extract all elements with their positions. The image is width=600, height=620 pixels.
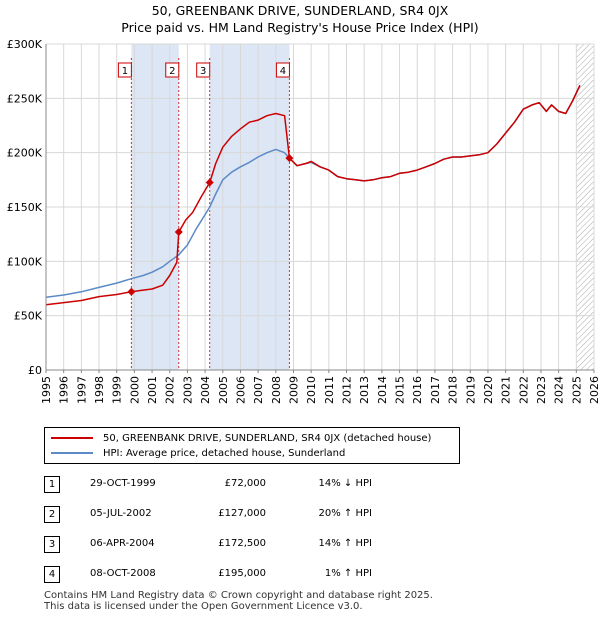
transaction-hpi: 1% ↑ HPI (324, 568, 372, 579)
transaction-point (285, 154, 294, 163)
transaction-date: 05-JUL-2002 (90, 508, 152, 519)
x-tick-label: 1995 (40, 376, 53, 404)
x-tick-label: 2025 (570, 376, 583, 404)
y-tick-label: £100K (7, 255, 43, 268)
transaction-hpi: 20% ↑ HPI (318, 508, 372, 519)
x-tick-label: 2003 (181, 376, 194, 404)
x-tick-label: 2023 (535, 376, 548, 404)
y-tick-label: £150K (7, 201, 43, 214)
x-tick-label: 2018 (447, 376, 460, 404)
hpi-line (45, 84, 581, 298)
x-tick-label: 2007 (252, 376, 265, 404)
x-tick-label: 2011 (323, 376, 336, 404)
title-line-2: Price paid vs. HM Land Registry's House … (121, 20, 479, 35)
x-tick-label: 2000 (128, 376, 141, 404)
y-tick-label: £0 (28, 364, 42, 377)
transaction-point (174, 227, 183, 236)
footer: Contains HM Land Registry data © Crown c… (44, 590, 433, 612)
transaction-number: 1 (44, 476, 60, 493)
x-tick-label: 1997 (75, 376, 88, 404)
footer-line-1: Contains HM Land Registry data © Crown c… (44, 590, 433, 601)
transaction-label: 2 (169, 66, 175, 77)
x-tick-label: 1999 (111, 376, 124, 404)
transaction-point (205, 178, 214, 187)
transaction-label-box (196, 62, 211, 78)
transaction-row: 3 06-APR-2004 £172,500 14% ↑ HPI (44, 536, 464, 553)
transaction-hpi: 14% ↑ HPI (318, 538, 372, 549)
x-tick-label: 2005 (217, 376, 230, 404)
x-tick-label: 2020 (482, 376, 495, 404)
transaction-date: 06-APR-2004 (90, 538, 155, 549)
x-tick-label: 2017 (429, 376, 442, 404)
transaction-row: 4 08-OCT-2008 £195,000 1% ↑ HPI (44, 566, 464, 583)
transaction-label-box (117, 62, 132, 78)
transaction-label: 4 (280, 66, 286, 77)
property-price-line (45, 84, 581, 306)
transaction-date: 29-OCT-1999 (90, 478, 156, 489)
legend-label-property: 50, GREENBANK DRIVE, SUNDERLAND, SR4 0JX… (103, 432, 432, 444)
y-tick-label: £50K (14, 310, 43, 323)
transaction-number: 2 (44, 506, 60, 523)
footer-line-2: This data is licensed under the Open Gov… (44, 601, 363, 612)
transaction-price: £195,000 (218, 568, 266, 579)
transaction-row: 1 29-OCT-1999 £72,000 14% ↓ HPI (44, 476, 464, 493)
x-tick-label: 2002 (164, 376, 177, 404)
x-tick-label: 2004 (199, 376, 212, 404)
legend-item-hpi: HPI: Average price, detached house, Sund… (51, 446, 345, 460)
x-tick-label: 2021 (500, 376, 513, 404)
x-tick-label: 2010 (305, 376, 318, 404)
x-tick-label: 2019 (464, 376, 477, 404)
transaction-price: £172,500 (218, 538, 266, 549)
x-tick-label: 2016 (411, 376, 424, 404)
transaction-label: 3 (200, 66, 206, 77)
legend-swatch-hpi (51, 452, 93, 454)
x-tick-label: 2024 (553, 376, 566, 404)
transaction-date: 08-OCT-2008 (90, 568, 156, 579)
x-tick-label: 2006 (234, 376, 247, 404)
transaction-label-box (275, 62, 290, 78)
transaction-price: £127,000 (218, 508, 266, 519)
legend-item-property: 50, GREENBANK DRIVE, SUNDERLAND, SR4 0JX… (51, 431, 431, 445)
x-tick-label: 1998 (93, 376, 106, 404)
y-tick-label: £250K (7, 92, 43, 105)
y-tick-label: £200K (7, 147, 43, 160)
transaction-number: 3 (44, 536, 60, 553)
transaction-row: 2 05-JUL-2002 £127,000 20% ↑ HPI (44, 506, 464, 523)
x-tick-label: 2009 (287, 376, 300, 404)
x-tick-label: 2008 (270, 376, 283, 404)
transaction-point (127, 287, 136, 296)
transaction-hpi: 14% ↓ HPI (318, 478, 372, 489)
title-line-1: 50, GREENBANK DRIVE, SUNDERLAND, SR4 0JX (151, 3, 449, 18)
x-tick-label: 1996 (58, 376, 71, 404)
legend: 50, GREENBANK DRIVE, SUNDERLAND, SR4 0JX… (44, 427, 460, 464)
transaction-price: £72,000 (224, 478, 266, 489)
price-chart: 1 2 3 4 £0 £50K £100K £150K £200K £250K £300K 1995… (7, 38, 600, 404)
chart-title: 50, GREENBANK DRIVE, SUNDERLAND, SR4 0JX… (0, 2, 600, 36)
x-tick-label: 2014 (376, 376, 389, 404)
x-tick-label: 2015 (394, 376, 407, 404)
transaction-label: 1 (122, 66, 128, 77)
x-tick-label: 2013 (358, 376, 371, 404)
transaction-label-box (165, 62, 180, 78)
y-tick-label: £300K (7, 38, 43, 51)
x-tick-label: 2026 (588, 376, 600, 404)
legend-label-hpi: HPI: Average price, detached house, Sund… (103, 447, 346, 459)
x-tick-label: 2001 (146, 376, 159, 404)
x-tick-label: 2012 (341, 376, 354, 404)
x-tick-label: 2022 (517, 376, 530, 404)
legend-swatch-property (51, 437, 93, 439)
transaction-number: 4 (44, 566, 60, 583)
